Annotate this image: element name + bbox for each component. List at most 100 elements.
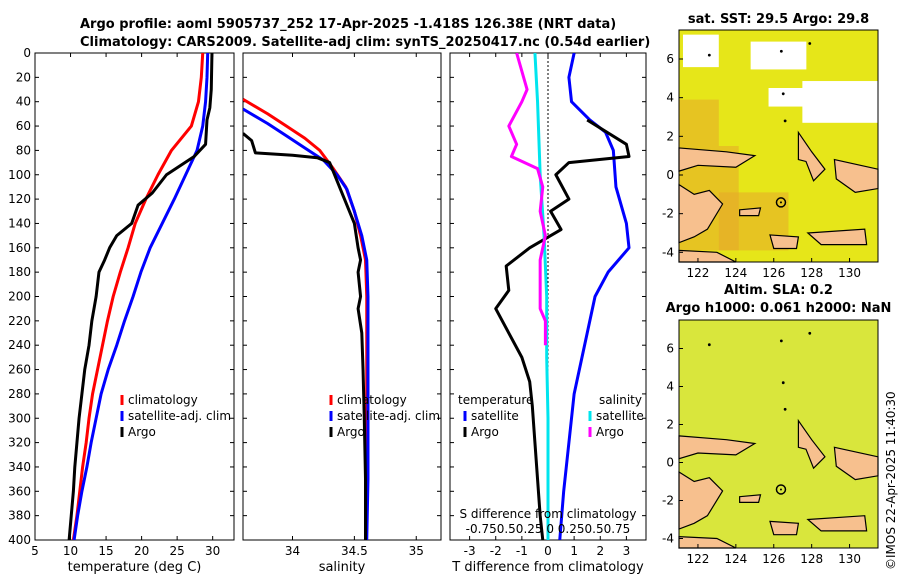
y-tick-label: 100 [8, 168, 31, 182]
map-frame [678, 29, 879, 263]
x-tick-label: 5 [31, 544, 39, 558]
island-dot [783, 119, 787, 123]
temperature-panel: 0 20 40 60 80 100 120 140 160 180 200 220 240 260 280 3… [8, 46, 235, 575]
y-tick-label: 80 [16, 143, 31, 157]
plot-frame [242, 52, 442, 541]
land-mass [806, 228, 868, 246]
legend-label: Argo [596, 425, 624, 439]
map-field [679, 320, 878, 548]
y-tick-label: 260 [8, 363, 31, 377]
x-tick-label: 25 [170, 544, 185, 558]
island-dot [808, 42, 812, 45]
y-tick-label: 340 [8, 460, 31, 474]
argo-location-marker [775, 484, 787, 495]
x-tick-label: 128 [800, 266, 823, 280]
y-tick-label: 20 [16, 70, 31, 84]
cloud-gap [682, 34, 719, 68]
series-t-satellite [558, 53, 631, 540]
x-tick-label: 34 [285, 544, 300, 558]
y-tick-label: 240 [8, 338, 31, 352]
sst-map-title: sat. SST: 29.5 Argo: 29.8 [688, 12, 869, 27]
y-tick-label: 380 [8, 509, 31, 523]
legend-label: Argo [337, 425, 365, 439]
series-climatology [71, 53, 205, 540]
x-tick-label: 0 [544, 544, 552, 558]
y-tick-label: 2 [666, 129, 674, 143]
x-tick-label: 122 [686, 552, 709, 566]
x-tick-label: 126 [762, 266, 785, 280]
y-tick-label: 280 [8, 387, 31, 401]
island-dot [707, 53, 711, 57]
y-tick-label: -2 [662, 207, 674, 221]
x-tick-label: 15 [98, 544, 113, 558]
land-mass [833, 158, 879, 194]
series-satellite [243, 107, 370, 540]
argo-location-dot [779, 201, 782, 204]
y-tick-label: 300 [8, 411, 31, 425]
land-mass [806, 515, 868, 532]
top-axis-label: S difference from climatology [460, 507, 637, 521]
y-tick-label: 60 [16, 119, 31, 133]
x-axis-label: T difference from climatology [451, 560, 644, 575]
legend-label: satellite [471, 409, 519, 423]
sla-map-title-line2: Argo h1000: 0.061 h2000: NaN [666, 301, 892, 316]
top-tick-labels: -0.750.50.25 0 0.250.50.75 [466, 522, 631, 536]
x-tick-label: 3 [623, 544, 631, 558]
series-s-satellite [533, 53, 550, 540]
series-argo [243, 132, 368, 540]
x-tick-label: -1 [516, 544, 528, 558]
land-mass [739, 207, 762, 217]
x-tick-label: 128 [800, 552, 823, 566]
x-tick-label: 130 [838, 552, 861, 566]
y-tick-label: 6 [666, 52, 674, 66]
difference-panel: -3 -2 -1 0 1 2 3 T difference from climatology t… [449, 52, 647, 575]
legend-label: climatology [337, 393, 407, 407]
island-dot [808, 331, 812, 335]
warm-patch [679, 99, 719, 146]
x-axis-label: temperature (deg C) [68, 560, 202, 575]
x-tick-label: 122 [686, 266, 709, 280]
x-tick-label: 20 [134, 544, 149, 558]
y-tick-label: 220 [8, 314, 31, 328]
land-mass [797, 418, 826, 470]
legend-label: satellite [596, 409, 644, 423]
y-tick-label: 4 [666, 380, 674, 394]
series-s-argo [507, 53, 547, 346]
x-tick-label: 30 [205, 544, 220, 558]
sla-map-panel: 122 124 126 128 130 -4 -2 0 2 4 6 Altim. SLA: 0.2 Ar… [662, 283, 891, 566]
salinity-panel: 34 34.5 35 salinity climatology satellite-adj… [242, 52, 442, 575]
island-dot [707, 343, 711, 347]
timestamp: ©IMOS 22-Apr-2025 11:40:30 [884, 391, 898, 570]
x-tick-label: -2 [490, 544, 502, 558]
legend-label: Argo [471, 425, 499, 439]
y-tick-label: 0 [666, 456, 674, 470]
y-tick-label: 160 [8, 241, 31, 255]
legend-label: satellite-adj. clim [128, 409, 231, 423]
y-tick-label: 360 [8, 484, 31, 498]
y-tick-label: -2 [662, 494, 674, 508]
land-mass [833, 446, 879, 481]
y-tick-label: 6 [666, 342, 674, 356]
title-line1: Argo profile: aoml 5905737_252 17-Apr-20… [80, 17, 616, 32]
series-t-argo [494, 118, 631, 540]
x-tick-label: 130 [838, 266, 861, 280]
legend-title-salinity: salinity [599, 393, 642, 407]
land-mass [769, 234, 800, 250]
island-dot [781, 92, 785, 96]
x-tick-label: -3 [464, 544, 476, 558]
cloud-gap [750, 41, 807, 70]
x-tick-label: 1 [570, 544, 578, 558]
land-mass [678, 470, 724, 530]
x-tick-label: 10 [63, 544, 78, 558]
y-tick-label: 0 [666, 168, 674, 182]
legend-title-temperature: temperature [458, 393, 533, 407]
y-tick-label: 2 [666, 418, 674, 432]
argo-location-marker [775, 197, 787, 208]
x-tick-label: 126 [762, 552, 785, 566]
y-tick-label: 140 [8, 216, 31, 230]
y-tick-label: 0 [23, 46, 31, 60]
cloud-gap [768, 88, 809, 107]
x-tick-label: 34.5 [341, 544, 368, 558]
series-argo [67, 53, 214, 540]
sla-map-title-line1: Altim. SLA: 0.2 [724, 283, 833, 298]
